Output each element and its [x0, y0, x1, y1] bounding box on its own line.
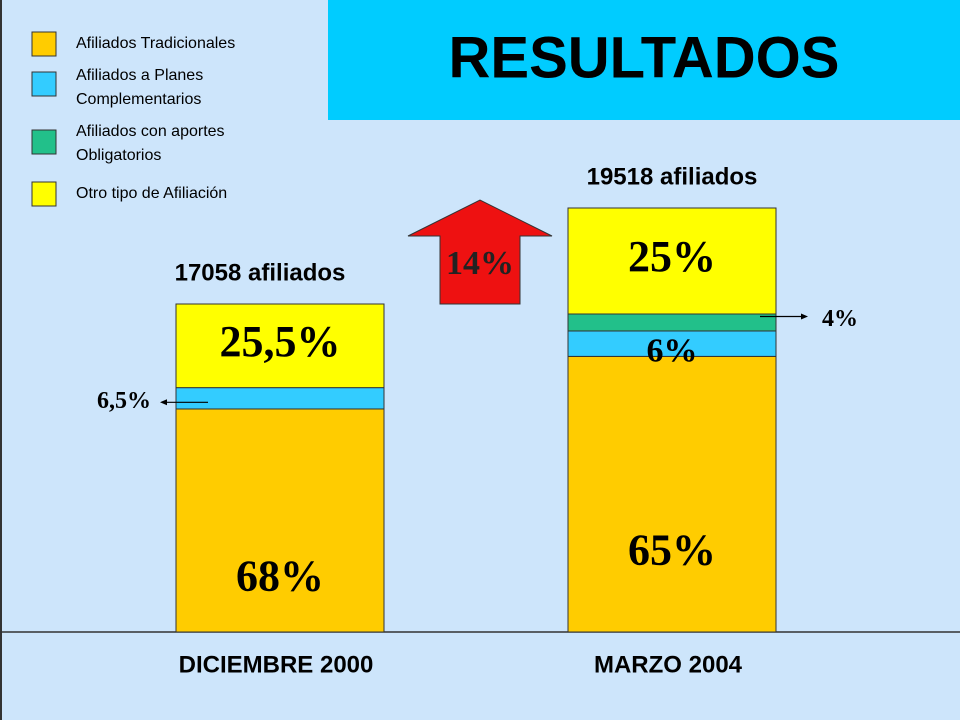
legend-swatch [31, 181, 57, 207]
growth-label: 14% [446, 245, 514, 282]
bar-segment [567, 330, 777, 357]
x-tick-label: DICIEMBRE 2000 [179, 651, 374, 678]
growth-arrow [407, 199, 553, 305]
value-label: 68% [236, 552, 324, 601]
value-label: 6% [647, 332, 698, 369]
value-label: 6,5% [97, 388, 151, 414]
bar-segment [175, 387, 385, 410]
value-label: 25% [628, 232, 716, 281]
value-label: 25,5% [220, 317, 341, 366]
legend-swatch [31, 71, 57, 97]
legend-label: Afiliados a Planes Complementarios [76, 67, 203, 108]
value-label: 4% [822, 306, 858, 332]
bar-segment [567, 313, 777, 332]
bar-segment [175, 408, 385, 633]
chart-title: RESULTADOS [449, 25, 840, 90]
title-box [328, 0, 960, 120]
legend-label: Afiliados Tradicionales [76, 35, 235, 52]
legend-label: Otro tipo de Afiliación [76, 185, 227, 202]
bar-segment [567, 207, 777, 315]
bar-total-label: 17058 afiliados [175, 259, 346, 286]
bar-segment [567, 355, 777, 633]
legend-label: Afiliados con aportes Obligatorios [76, 123, 225, 164]
legend-swatch [31, 129, 57, 155]
left-border [0, 0, 2, 720]
bar-total-label: 19518 afiliados [587, 163, 758, 190]
label-arrowhead [801, 313, 808, 320]
value-label: 65% [628, 525, 716, 574]
label-arrowhead [160, 399, 167, 406]
legend-swatch [31, 31, 57, 57]
bar-segment [175, 303, 385, 389]
x-tick-label: MARZO 2004 [594, 651, 743, 678]
